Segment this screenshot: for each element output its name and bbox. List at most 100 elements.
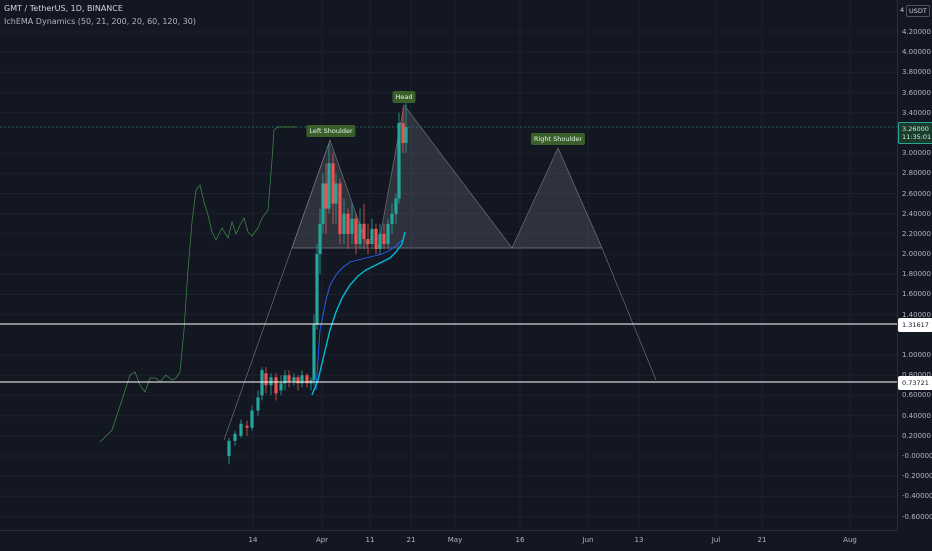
price-tick: 2.60000 — [902, 189, 931, 198]
time-axis[interactable]: 14 Apr 11 21 May 16 Jun 13 Jul 21 Aug — [0, 530, 897, 551]
left-shoulder-label[interactable]: Left Shoulder — [306, 125, 356, 137]
up-candle — [292, 377, 296, 382]
up-candle — [250, 410, 254, 428]
price-tick: 2.40000 — [902, 209, 931, 218]
time-tick: Aug — [843, 536, 857, 544]
indicator-line — [99, 126, 296, 443]
down-candle — [305, 375, 309, 384]
price-tick: -0.40000 — [902, 492, 932, 501]
up-candle — [279, 383, 283, 391]
chart-grid — [0, 0, 897, 530]
up-candle — [269, 377, 273, 386]
indicator-legend[interactable]: IchEMA Dynamics (50, 21, 200, 20, 60, 12… — [4, 17, 196, 26]
up-candle — [386, 223, 390, 244]
down-candle — [374, 228, 378, 250]
price-tick: 0.60000 — [902, 391, 931, 400]
price-tick: 3.60000 — [902, 88, 931, 97]
down-candle — [296, 377, 300, 384]
ema-lines — [311, 231, 406, 396]
time-tick: May — [447, 536, 463, 544]
up-candle — [318, 223, 322, 255]
up-candle — [321, 183, 325, 224]
up-candle — [227, 440, 231, 456]
ema-slow-line — [311, 231, 406, 396]
price-tick: 3.80000 — [902, 68, 931, 77]
price-tick: 2.80000 — [902, 169, 931, 178]
down-candle — [245, 425, 249, 428]
time-tick: Jun — [582, 536, 594, 544]
price-tick: 2.00000 — [902, 250, 931, 259]
up-candle — [370, 228, 374, 244]
current-price: 3.26000 — [902, 125, 929, 133]
down-candle — [338, 183, 342, 234]
price-axis[interactable]: 4.20000 4.00000 3.80000 3.60000 3.40000 3.000… — [897, 0, 932, 530]
down-candle — [382, 233, 386, 244]
price-tick: 3.40000 — [902, 108, 931, 117]
down-candle — [331, 163, 335, 204]
projection-line — [223, 139, 331, 441]
up-candle — [334, 183, 338, 204]
green-indicator-line — [99, 126, 296, 443]
price-tick: 4.20000 — [902, 28, 931, 36]
time-tick: 13 — [634, 536, 644, 544]
price-tick: -0.00000 — [902, 452, 932, 460]
price-tick: 0.80000 — [902, 371, 931, 379]
time-tick: 16 — [515, 536, 525, 544]
price-tick: -0.60000 — [902, 512, 932, 521]
level-tag-1: 1.31617 — [898, 318, 932, 332]
up-candle — [260, 370, 264, 396]
right-shoulder-label[interactable]: Right Shoulder — [530, 133, 586, 145]
time-tick: 14 — [248, 536, 258, 544]
up-candle — [378, 233, 382, 250]
axis-number: 4 — [900, 6, 905, 14]
time-tick: Jul — [711, 536, 721, 544]
up-candle — [394, 198, 398, 214]
price-tick: 1.40000 — [902, 310, 931, 319]
up-candle — [256, 397, 260, 411]
down-candle — [354, 218, 358, 244]
price-tick: 0.40000 — [902, 411, 931, 420]
up-candle — [404, 126, 408, 144]
down-candle — [324, 183, 328, 209]
up-candle — [390, 213, 394, 224]
price-tick: 0.20000 — [902, 431, 931, 440]
up-candle — [239, 423, 243, 436]
time-tick: 21 — [406, 536, 416, 544]
price-tick: 3.00000 — [902, 149, 931, 158]
price-tick: 4.00000 — [902, 48, 931, 57]
time-tick: 21 — [757, 536, 767, 544]
candlestick-series — [227, 102, 408, 465]
up-candle — [327, 163, 331, 209]
up-candle — [233, 433, 237, 441]
up-candle — [283, 375, 287, 384]
down-candle — [362, 223, 366, 239]
price-chart[interactable] — [0, 0, 897, 530]
down-candle — [366, 238, 370, 244]
up-candle — [312, 324, 316, 381]
down-candle — [401, 122, 405, 144]
up-candle — [342, 213, 346, 234]
time-tick: 11 — [365, 536, 375, 544]
up-candle — [315, 254, 319, 325]
ema-fast-line — [315, 239, 403, 391]
up-candle — [358, 223, 362, 244]
price-tick: 2.20000 — [902, 229, 931, 238]
price-tick: 1.60000 — [902, 290, 931, 299]
down-candle — [274, 377, 278, 394]
current-price-tag: 3.26000 11:35:01 — [898, 122, 932, 144]
price-tick: 1.80000 — [902, 270, 931, 279]
symbol-title[interactable]: GMT / TetherUS, 1D, BINANCE — [4, 4, 123, 13]
time-tick: Apr — [315, 536, 329, 544]
head-label[interactable]: Head — [392, 91, 416, 103]
level-tag-2: 0.73721 — [898, 376, 932, 390]
down-candle — [346, 213, 350, 234]
currency-label[interactable]: USDT — [906, 5, 930, 17]
target-line — [601, 247, 657, 381]
down-candle — [287, 375, 291, 382]
up-candle — [350, 218, 354, 234]
up-candle — [300, 375, 304, 384]
bar-countdown: 11:35:01 — [902, 133, 932, 141]
up-candle — [397, 122, 401, 199]
down-candle — [264, 373, 268, 386]
price-tick: -0.20000 — [902, 472, 932, 481]
